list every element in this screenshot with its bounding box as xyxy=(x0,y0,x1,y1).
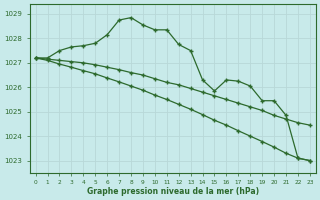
X-axis label: Graphe pression niveau de la mer (hPa): Graphe pression niveau de la mer (hPa) xyxy=(87,187,259,196)
